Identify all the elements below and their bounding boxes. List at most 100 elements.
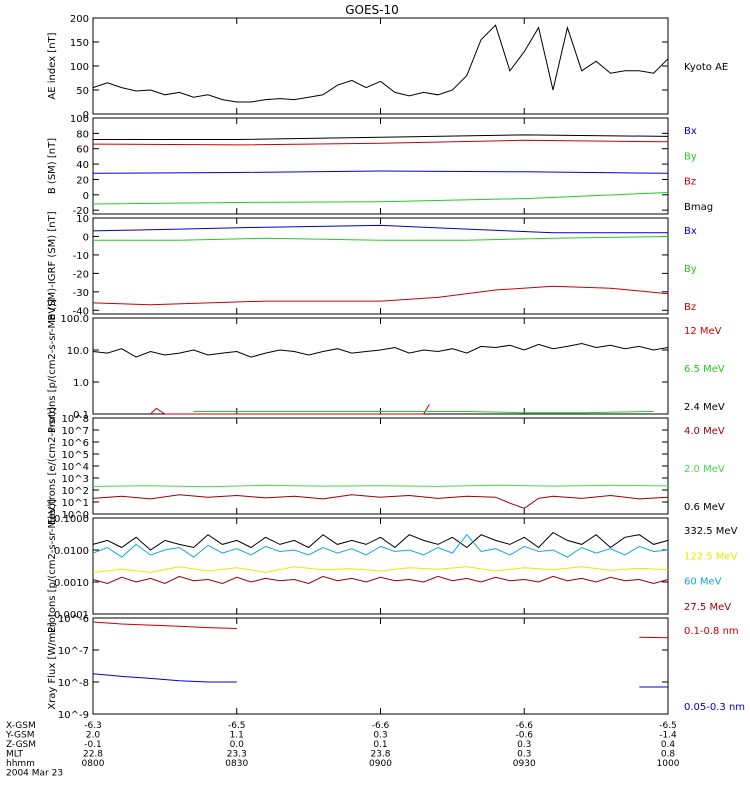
legend-entry: Bmag xyxy=(684,202,713,213)
footer-row-value: -6.3 xyxy=(84,721,102,731)
footer-row-value: -6.5 xyxy=(228,721,246,731)
y-tick-label: 0.0100 xyxy=(54,546,89,557)
series-line xyxy=(92,575,669,585)
chart-title: GOES-10 xyxy=(345,3,399,17)
y-tick-label: 10^0 xyxy=(62,510,89,521)
y-tick-label: 100.0 xyxy=(60,314,89,325)
legend-entry: Bx xyxy=(684,226,697,237)
legend-entry: By xyxy=(684,151,697,162)
footer-row-label: Z-GSM xyxy=(6,740,36,750)
series-line xyxy=(92,621,237,629)
y-tick-label: 60 xyxy=(76,145,89,156)
series-line xyxy=(92,533,669,558)
y-tick-label: 10^3 xyxy=(62,474,89,485)
y-axis-label: B (SM)-IGRF (SM) [nT] xyxy=(47,211,58,320)
legend-entry: Bz xyxy=(684,177,696,188)
y-tick-label: 0.0010 xyxy=(54,578,89,589)
panel-frame xyxy=(92,317,669,415)
y-tick-label: 0 xyxy=(83,110,89,121)
y-tick-label: 0.1 xyxy=(73,410,89,421)
y-tick-label: 0.1000 xyxy=(54,514,89,525)
footer-row-value: 0830 xyxy=(225,759,248,769)
series-line xyxy=(92,170,669,174)
footer-row-value: -6.6 xyxy=(515,721,533,731)
legend-entry: 332.5 MeV xyxy=(684,526,738,537)
y-axis-label: Electrons [e/(cm2-s-sr)] xyxy=(47,407,58,525)
panel-5: 10^010^110^210^310^410^510^610^710^8 Elec… xyxy=(47,407,725,525)
y-tick-label: 10^-9 xyxy=(58,710,89,721)
y-tick-label: -30 xyxy=(73,288,89,299)
series-line xyxy=(92,139,669,146)
panel-1: 0 50 100 150 200 AE index [nT] Kyoto AE xyxy=(47,14,728,121)
y-tick-label: 0.0001 xyxy=(54,610,89,621)
legend-entry: 4.0 MeV xyxy=(684,426,725,437)
footer-row-value: -6.5 xyxy=(659,721,677,731)
panel-2: -20 0 20 40 60 80 100 B (SM) [nT] Bx By Bz Bmag xyxy=(47,114,713,217)
footer-row-value: 0.3 xyxy=(373,731,387,741)
panel-frame xyxy=(92,117,669,215)
legend-entry: 0.6 MeV xyxy=(684,502,725,513)
series-line xyxy=(92,285,669,306)
legend-entry: 2.4 MeV xyxy=(684,402,725,413)
panel-3: -40 -30 -20 -10 0 10 B (SM)-IGRF (SM) [nT] Bx By… xyxy=(47,211,697,320)
footer-row-value: 22.8 xyxy=(83,750,103,760)
y-tick-label: 10^-6 xyxy=(58,614,89,625)
panel-frame xyxy=(92,17,669,115)
footer-row-label: MLT xyxy=(6,750,24,760)
panel-frame xyxy=(92,517,669,615)
footer-row-value: -0.6 xyxy=(515,731,533,741)
y-tick-label: 100 xyxy=(70,114,89,125)
legend-entry: 122.5 MeV xyxy=(684,551,738,562)
footer-row-value: 0.3 xyxy=(517,750,531,760)
legend-entry: Kyoto AE xyxy=(684,62,728,73)
y-tick-label: 10^2 xyxy=(62,486,89,497)
y-tick-label: 10^6 xyxy=(62,438,89,449)
y-tick-label: 10^-8 xyxy=(58,678,89,689)
legend-entry: Bz xyxy=(684,302,696,313)
footer-row-label: X-GSM xyxy=(6,721,36,731)
y-axis-label: Protons [p/(cm2-s-sr-MeV)] xyxy=(47,499,58,633)
y-tick-label: -20 xyxy=(73,269,89,280)
legend-entry: 2.0 MeV xyxy=(684,464,725,475)
footer-row-value: 0.3 xyxy=(517,740,531,750)
y-tick-label: 40 xyxy=(76,160,89,171)
legend-entry: 60 MeV xyxy=(684,577,722,588)
y-tick-label: -40 xyxy=(73,306,89,317)
footer-row-value: 0.1 xyxy=(373,740,387,750)
series-line xyxy=(92,224,668,234)
y-tick-label: 80 xyxy=(76,129,89,140)
y-tick-label: 10 xyxy=(76,214,89,225)
axis-footer: X-GSM -6.3 -6.5 -6.6 -6.6 -6.5Y-GSM 2.0 1.1 0.3-… xyxy=(5,721,680,779)
y-tick-label: 100 xyxy=(70,62,89,73)
series-line xyxy=(92,192,669,205)
footer-row-value: 0.8 xyxy=(661,750,676,760)
footer-row-value: 0.4 xyxy=(661,740,676,750)
series-line xyxy=(92,566,669,573)
footer-row-value: -0.1 xyxy=(84,740,102,750)
footer-row-value: 2.0 xyxy=(86,731,101,741)
y-tick-label: 10^8 xyxy=(62,414,89,425)
panel-frame xyxy=(92,417,669,515)
footer-row-value: 1000 xyxy=(657,759,680,769)
y-tick-label: 200 xyxy=(70,14,89,25)
y-tick-label: 0 xyxy=(83,232,89,243)
legend-entry: Bx xyxy=(684,126,697,137)
y-axis-label: Xray Flux [W/m2] xyxy=(47,622,58,709)
y-tick-label: 10^1 xyxy=(62,498,89,509)
footer-row-value: -6.6 xyxy=(372,721,390,731)
y-tick-label: -20 xyxy=(73,206,89,217)
series-line xyxy=(150,404,430,415)
series-line xyxy=(93,236,669,241)
legend-entry: By xyxy=(684,264,697,275)
footer-row-value: 23.3 xyxy=(227,750,247,760)
y-tick-label: 10.0 xyxy=(67,346,89,357)
y-tick-label: 0 xyxy=(83,191,89,202)
footer-row-value: -1.4 xyxy=(659,731,677,741)
series-line xyxy=(92,531,669,551)
legend-entry: 12 MeV xyxy=(684,326,722,337)
y-axis-label: B (SM) [nT] xyxy=(47,138,58,194)
footer-row-value: 0800 xyxy=(82,759,105,769)
